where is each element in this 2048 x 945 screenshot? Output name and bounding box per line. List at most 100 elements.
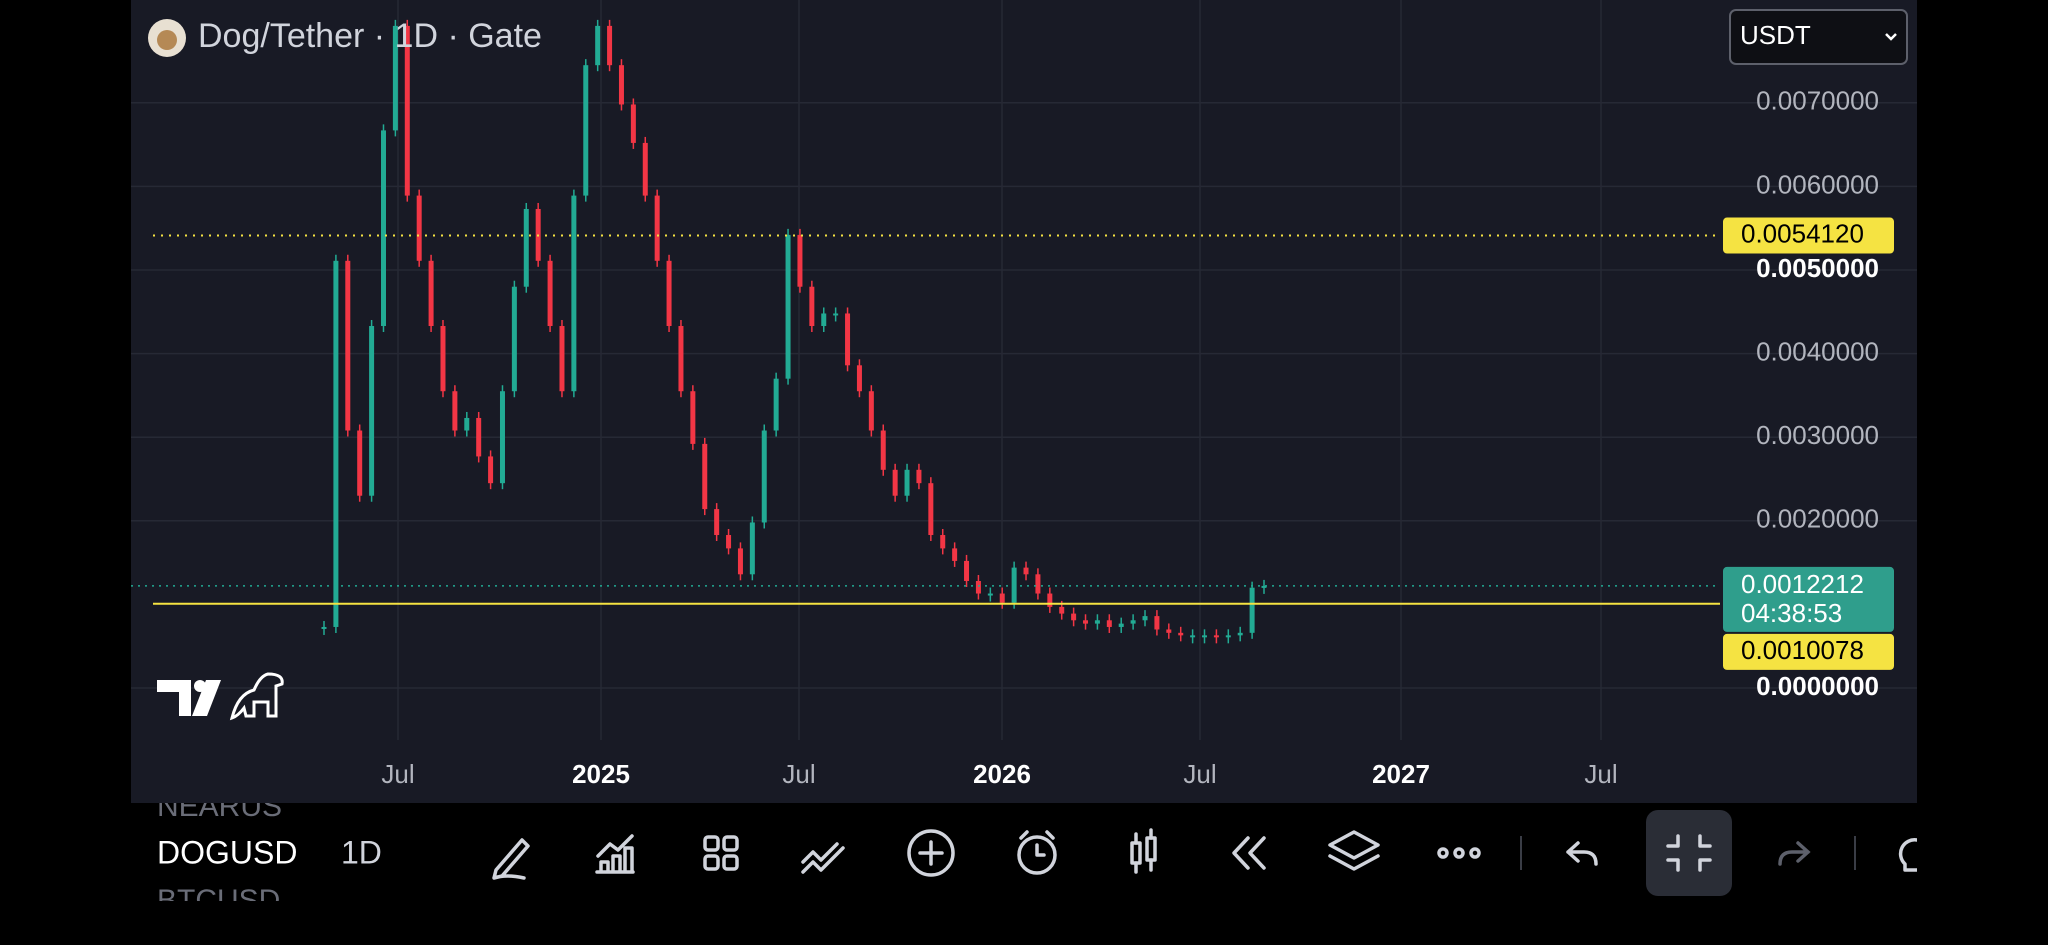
candle	[797, 234, 803, 287]
candle	[1249, 587, 1255, 633]
candle	[1106, 620, 1112, 627]
candle	[666, 260, 672, 327]
price-tick-label: 0.0060000	[1756, 169, 1879, 199]
support-label-box	[1723, 633, 1894, 670]
alert-button[interactable]	[1017, 830, 1057, 875]
candle	[1094, 620, 1100, 624]
candle	[714, 509, 720, 536]
time-label: 2025	[572, 759, 630, 789]
symbol-current[interactable]: DOGUSD	[157, 834, 297, 870]
symbol-above[interactable]: NEARUS	[157, 790, 282, 823]
redo-button[interactable]	[1778, 841, 1811, 866]
candle	[607, 25, 613, 66]
indicators-button[interactable]	[595, 834, 635, 874]
candle	[488, 456, 494, 484]
candle	[845, 313, 851, 366]
candle	[702, 443, 708, 510]
candle	[1118, 623, 1124, 627]
candle	[321, 626, 327, 629]
time-label: Jul	[381, 759, 414, 789]
replay-button[interactable]	[1232, 836, 1266, 870]
candle	[1225, 635, 1231, 638]
trend-tool[interactable]	[801, 842, 845, 874]
time-label: 2027	[1372, 759, 1430, 789]
candle	[1130, 620, 1136, 624]
candle	[880, 430, 886, 470]
symbol-title[interactable]: Dog/Tether · 1D · Gate	[198, 17, 542, 55]
time-label: Jul	[1584, 759, 1617, 789]
last-price-label: 0.0012212	[1741, 569, 1864, 599]
add-button[interactable]	[907, 829, 955, 877]
toolbar	[131, 803, 1917, 901]
candle	[1237, 632, 1243, 636]
candle	[1166, 629, 1172, 633]
candle	[511, 286, 517, 392]
currency-select[interactable]	[1729, 9, 1908, 65]
time-label: Jul	[782, 759, 815, 789]
candle	[987, 593, 993, 596]
candle	[809, 286, 815, 327]
candle	[1213, 635, 1219, 638]
candle	[1047, 593, 1053, 607]
candle	[868, 391, 874, 431]
symbol-below[interactable]: BTCUSD	[157, 884, 280, 917]
candle	[595, 25, 601, 66]
candle	[345, 260, 351, 431]
plot	[321, 19, 1267, 644]
interval-button[interactable]: 1D	[341, 834, 382, 870]
candle	[892, 469, 898, 496]
candle	[904, 469, 910, 496]
price-tick-label: 0.0000000	[1756, 671, 1879, 701]
select-caret	[1885, 33, 1897, 41]
chart-background	[131, 0, 1917, 803]
candle	[1142, 616, 1148, 621]
candle	[404, 25, 410, 196]
candle	[1071, 613, 1077, 621]
overlay: 0.0070000 0.0060000 0.0050000 0.0040000 0.00…	[131, 86, 1894, 789]
candle	[940, 535, 946, 549]
candle	[952, 548, 958, 561]
candle	[476, 417, 482, 457]
candle	[1035, 574, 1041, 594]
candle	[975, 580, 981, 594]
fullscreen-exit-icon	[1666, 834, 1712, 872]
alert-label-box	[1723, 217, 1894, 254]
draw-tool[interactable]	[492, 838, 530, 880]
candle	[642, 142, 648, 196]
candle	[737, 548, 743, 575]
candle	[1202, 635, 1208, 638]
candle	[1261, 585, 1267, 588]
support-label: 0.0010078	[1741, 635, 1864, 665]
candle	[357, 430, 363, 496]
layers-button[interactable]	[1328, 830, 1380, 871]
price-tick-label: 0.0020000	[1756, 504, 1879, 534]
candle	[773, 378, 779, 431]
layout-button[interactable]	[703, 835, 739, 871]
time-label: Jul	[1183, 759, 1216, 789]
candle	[392, 25, 398, 131]
candle	[856, 365, 862, 392]
chart-type-button[interactable]	[1130, 828, 1157, 874]
candle	[523, 208, 529, 287]
candle	[1190, 635, 1196, 638]
undo-button[interactable]	[1566, 841, 1598, 866]
more-button[interactable]	[1437, 847, 1481, 859]
candle	[1178, 632, 1184, 636]
fullscreen-exit-button[interactable]	[1646, 810, 1732, 896]
candle	[678, 326, 684, 392]
candle	[428, 260, 434, 327]
candle	[369, 326, 375, 496]
candle	[749, 522, 755, 575]
candle	[630, 104, 636, 143]
candle	[464, 417, 470, 431]
candle	[416, 195, 422, 261]
candle	[333, 260, 339, 627]
candle	[690, 391, 696, 444]
alert-label: 0.0054120	[1741, 218, 1864, 248]
ideas-button[interactable]	[1898, 838, 1919, 872]
candle	[916, 469, 922, 484]
currency-value: USDT	[1740, 20, 1811, 50]
candle	[547, 260, 553, 327]
